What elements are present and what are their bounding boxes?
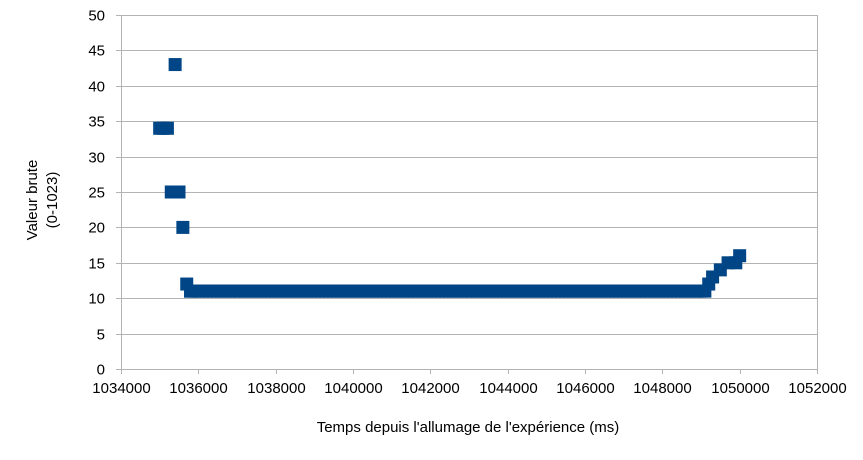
y-axis-title: Valeur brute (0-1023) bbox=[24, 160, 61, 241]
x-tick-label: 1052000 bbox=[788, 380, 846, 397]
y-tick-label: 50 bbox=[88, 8, 105, 25]
y-tick-labels: 0 5 10 15 20 25 30 35 40 45 50 bbox=[88, 8, 105, 379]
x-tick-label: 1036000 bbox=[169, 380, 227, 397]
y-tick-label: 5 bbox=[97, 327, 105, 344]
y-tick-label: 45 bbox=[88, 43, 105, 60]
data-point bbox=[160, 121, 174, 135]
y-tick-label: 10 bbox=[88, 291, 105, 308]
x-tick-label: 1050000 bbox=[711, 380, 769, 397]
y-tick-label: 20 bbox=[88, 220, 105, 237]
data-point bbox=[176, 220, 190, 234]
x-tick-label: 1044000 bbox=[479, 380, 537, 397]
data-point bbox=[698, 284, 712, 298]
x-tick-label: 1046000 bbox=[556, 380, 614, 397]
data-points bbox=[153, 58, 747, 298]
x-tick-label: 1034000 bbox=[92, 380, 150, 397]
y-tick-label: 15 bbox=[88, 256, 105, 273]
x-tick-label: 1048000 bbox=[633, 380, 691, 397]
y-axis-title-line-1: Valeur brute bbox=[24, 160, 41, 241]
y-tick-label: 0 bbox=[97, 362, 105, 379]
data-point bbox=[168, 58, 182, 72]
y-tick-label: 30 bbox=[88, 150, 105, 167]
x-tick-label: 1040000 bbox=[324, 380, 382, 397]
data-point bbox=[733, 249, 747, 263]
axes bbox=[116, 15, 818, 374]
x-tick-label: 1042000 bbox=[401, 380, 459, 397]
y-tick-label: 35 bbox=[88, 114, 105, 131]
data-point bbox=[172, 185, 186, 199]
y-tick-label: 40 bbox=[88, 79, 105, 96]
y-axis-title-line-2: (0-1023) bbox=[44, 172, 61, 229]
y-tick-label: 25 bbox=[88, 185, 105, 202]
x-axis-title: Temps depuis l'allumage de l'expérience … bbox=[317, 419, 620, 436]
x-tick-labels: 1034000 1036000 1038000 1040000 1042000 10440… bbox=[92, 380, 846, 397]
grid-lines bbox=[121, 15, 817, 370]
x-tick-label: 1038000 bbox=[247, 380, 305, 397]
